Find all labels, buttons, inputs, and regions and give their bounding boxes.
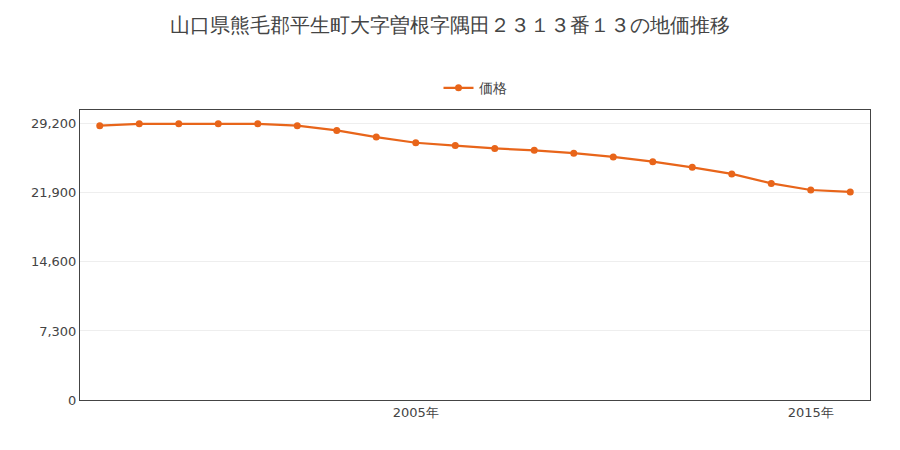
svg-text:29,200: 29,200	[31, 116, 77, 131]
svg-text:7,300: 7,300	[39, 324, 76, 339]
svg-text:価格: 価格	[479, 80, 507, 96]
svg-text:0: 0	[68, 393, 76, 408]
svg-text:2005年: 2005年	[393, 405, 439, 420]
svg-text:2015年: 2015年	[788, 405, 834, 420]
svg-text:山口県熊毛郡平生町大字曽根字隅田２３１３番１３の地価推移: 山口県熊毛郡平生町大字曽根字隅田２３１３番１３の地価推移	[170, 13, 730, 37]
svg-text:14,600: 14,600	[31, 254, 77, 269]
svg-text:21,900: 21,900	[31, 185, 77, 200]
